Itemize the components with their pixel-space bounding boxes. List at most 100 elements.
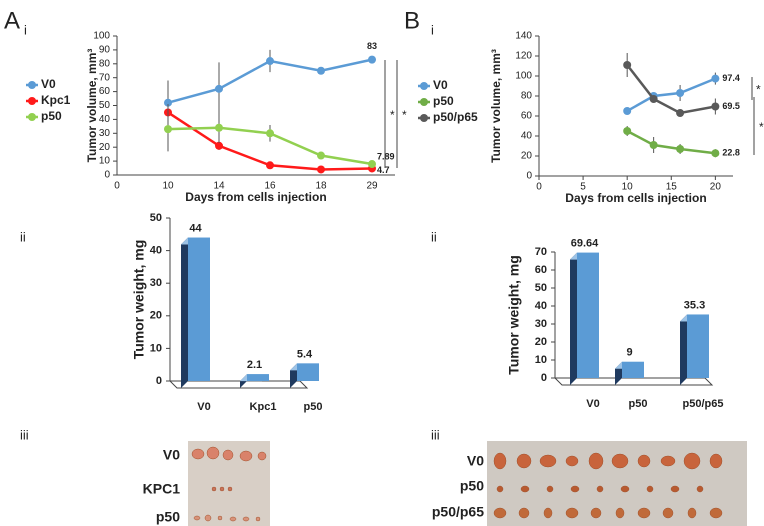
point — [676, 145, 685, 153]
tumor — [565, 455, 579, 467]
tumor — [539, 454, 557, 468]
bar — [188, 237, 210, 381]
data-label: 2.1 — [247, 359, 262, 371]
tumor — [696, 485, 704, 493]
point — [164, 125, 172, 134]
y-tick-label: 0 — [156, 375, 162, 387]
x-axis-title: Days from cells injection — [185, 190, 326, 204]
point — [317, 151, 325, 160]
y-axis-title: Tumor volume, mm³ — [85, 49, 99, 163]
photo-label: KPC1 — [143, 481, 181, 497]
tumor — [596, 485, 604, 493]
y-tick-label: 10 — [150, 342, 162, 354]
point — [266, 129, 274, 138]
panel-sub: ii — [20, 229, 26, 244]
tumor — [660, 455, 676, 467]
data-label: 97.4 — [722, 73, 740, 83]
point — [266, 161, 274, 170]
photo-label: V0 — [163, 447, 180, 463]
point — [649, 141, 658, 149]
tumor — [709, 507, 723, 519]
tumor — [239, 450, 253, 462]
point — [649, 95, 658, 103]
y-tick-label: 140 — [515, 31, 532, 42]
tumor — [518, 507, 530, 519]
point — [164, 98, 172, 107]
photo-label: V0 — [467, 453, 484, 469]
tumor — [229, 516, 237, 522]
tumor — [496, 485, 504, 493]
y-axis-title: Tumor volume, mm³ — [489, 49, 503, 163]
tumor — [637, 454, 651, 468]
bar-side — [181, 237, 188, 388]
legend-marker — [28, 113, 36, 121]
x-tick-label: 5 — [580, 182, 586, 193]
y-tick-label: 60 — [535, 264, 547, 276]
series-line — [626, 64, 716, 115]
point — [317, 165, 325, 174]
tumor — [217, 515, 223, 521]
y-tick-label: 40 — [150, 245, 162, 257]
y-axis-title: Tumor weight, mg — [131, 240, 147, 360]
data-label: 69.64 — [571, 238, 599, 250]
x-tick-label: p50 — [629, 398, 648, 410]
y-tick-label: 100 — [515, 71, 532, 82]
legend-label: Kpc1 — [41, 93, 71, 107]
significance-mark: * — [756, 83, 761, 97]
x-tick-label: V0 — [586, 398, 599, 410]
y-tick-label: 100 — [93, 31, 110, 42]
tumor — [242, 516, 250, 522]
tumor — [257, 451, 267, 461]
point — [266, 57, 274, 66]
bar — [622, 361, 644, 378]
x-tick-label: p50/p65 — [683, 398, 724, 410]
legend-label: p50/p65 — [433, 110, 478, 124]
legend-marker — [420, 98, 428, 106]
y-tick-label: 0 — [104, 170, 110, 181]
panel-sub: iii — [431, 427, 440, 442]
point — [623, 127, 632, 135]
tumor — [493, 507, 507, 519]
series-line — [626, 129, 716, 155]
point — [317, 66, 325, 75]
bar — [577, 252, 599, 378]
tumor — [570, 485, 580, 493]
data-label: 35.3 — [684, 299, 705, 311]
point — [368, 55, 376, 64]
point — [711, 149, 720, 158]
point — [711, 74, 720, 83]
panel-sub: iii — [20, 427, 29, 442]
photo-label: p50 — [156, 509, 180, 525]
tumor — [687, 507, 697, 519]
x-tick-label: 10 — [622, 182, 634, 193]
x-tick-label: 10 — [162, 181, 174, 192]
tumor — [516, 453, 532, 469]
y-tick-label: 60 — [521, 111, 533, 122]
bar — [297, 363, 319, 381]
tumor — [206, 446, 220, 460]
point — [623, 61, 632, 69]
y-tick-label: 10 — [99, 156, 111, 167]
y-tick-label: 20 — [150, 310, 162, 322]
significance-mark: * — [759, 120, 764, 134]
x-tick-label: 20 — [710, 182, 722, 193]
panel-letter: A — [4, 7, 20, 34]
y-tick-label: 40 — [99, 114, 111, 125]
y-tick-label: 60 — [99, 86, 111, 97]
tumor — [709, 453, 723, 469]
tumor — [255, 516, 261, 522]
y-tick-label: 90 — [99, 45, 111, 56]
tumor — [683, 452, 701, 470]
x-tick-label: 0 — [114, 181, 120, 192]
point — [215, 123, 223, 132]
panel-sub: ii — [431, 229, 437, 244]
tumor — [670, 485, 680, 493]
x-axis-title: Days from cells injection — [565, 191, 706, 205]
data-label: 4.7 — [377, 165, 390, 175]
point — [623, 107, 632, 115]
data-label: 22.8 — [722, 148, 740, 158]
legend-marker — [28, 97, 36, 105]
data-label: 69.5 — [722, 101, 740, 111]
photo-label: p50 — [460, 478, 484, 494]
